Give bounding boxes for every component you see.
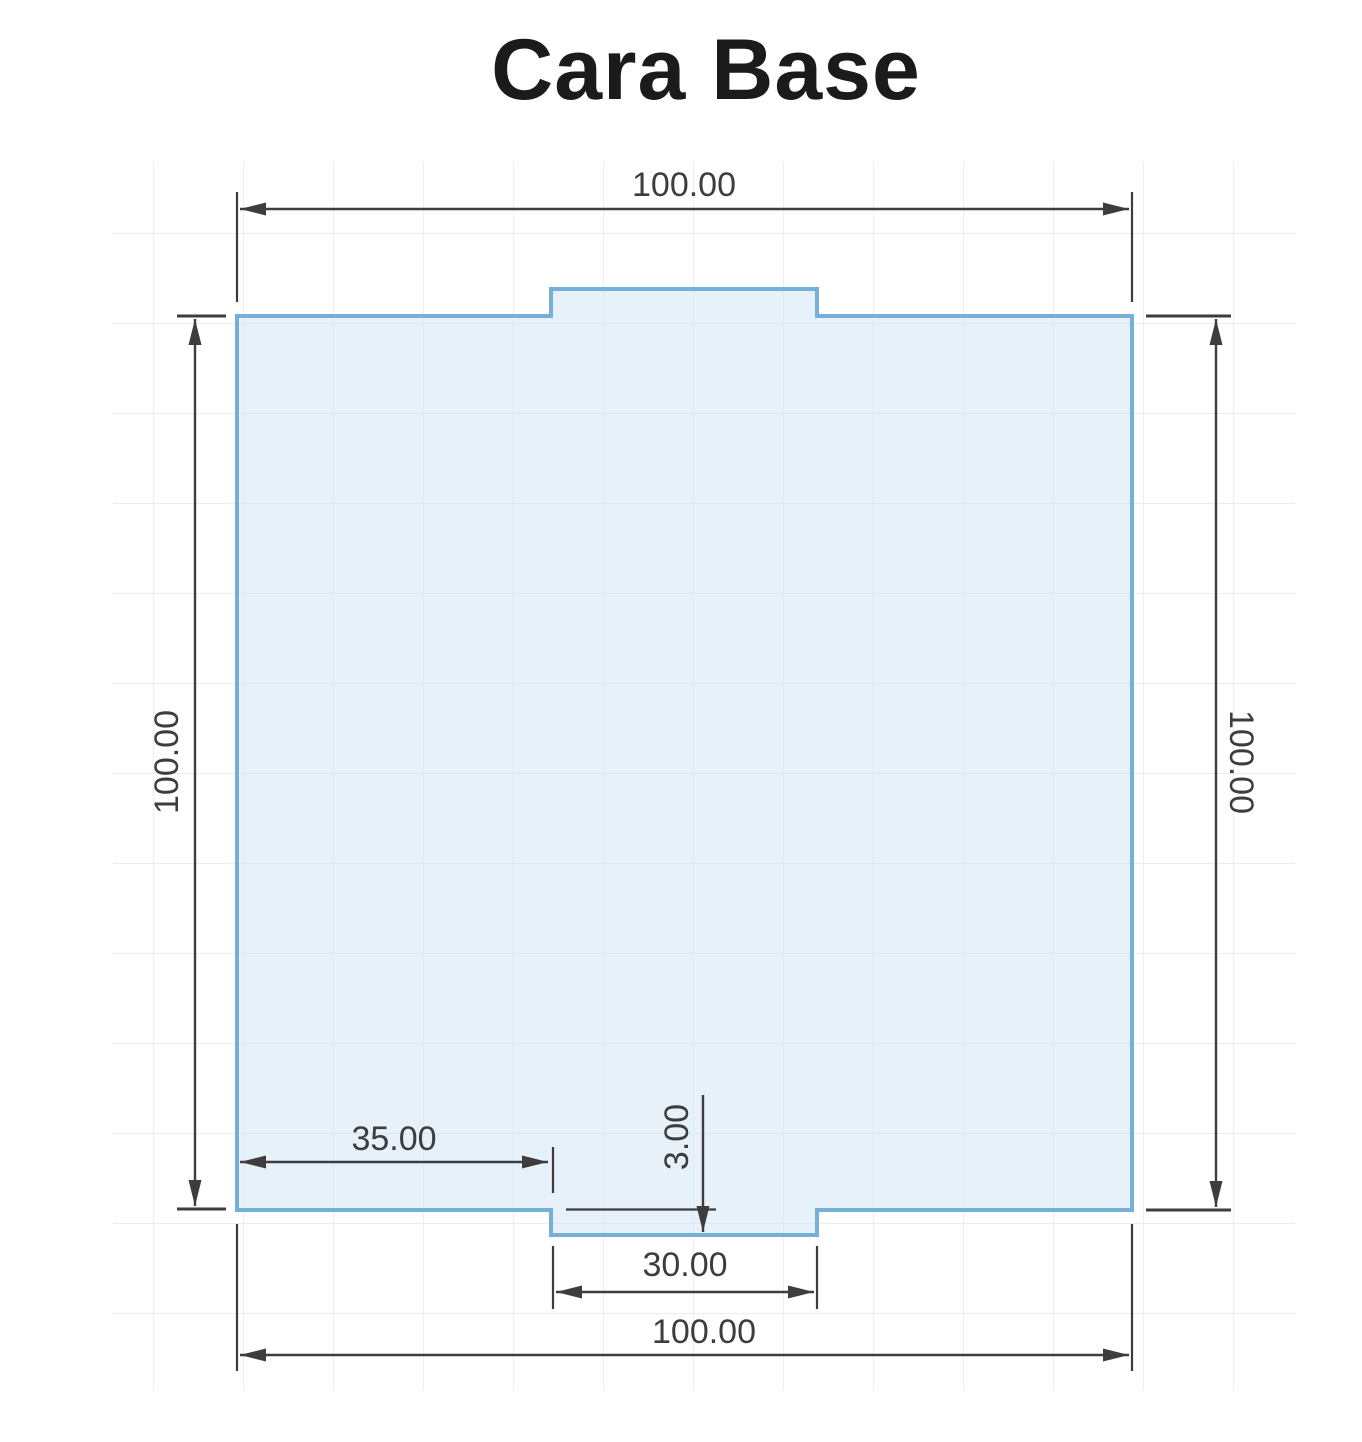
dim-bottom-width: 100.00 [235, 1224, 1134, 1371]
dim-label-right-height: 100.00 [1222, 710, 1260, 814]
dim-top-width: 100.00 [235, 166, 1134, 302]
dim-label-tab-offset: 35.00 [351, 1120, 436, 1158]
dim-bottom-tab-width: 30.00 [551, 1246, 819, 1309]
dim-bottom-tab-offset: 35.00 [240, 1120, 555, 1193]
dim-right-height: 100.00 [1146, 314, 1260, 1212]
base-face-shape [235, 287, 1134, 1237]
dim-label-left-height: 100.00 [148, 710, 186, 814]
dim-label-bottom-width: 100.00 [652, 1313, 756, 1351]
dim-left-height: 100.00 [148, 314, 226, 1211]
dim-label-top-width: 100.00 [632, 166, 736, 204]
dim-label-tab-width: 30.00 [642, 1246, 727, 1284]
page-title: Cara Base [491, 22, 921, 118]
dim-label-tab-depth: 3.00 [658, 1104, 696, 1170]
dim-bottom-tab-depth: 3.00 [566, 1095, 716, 1232]
